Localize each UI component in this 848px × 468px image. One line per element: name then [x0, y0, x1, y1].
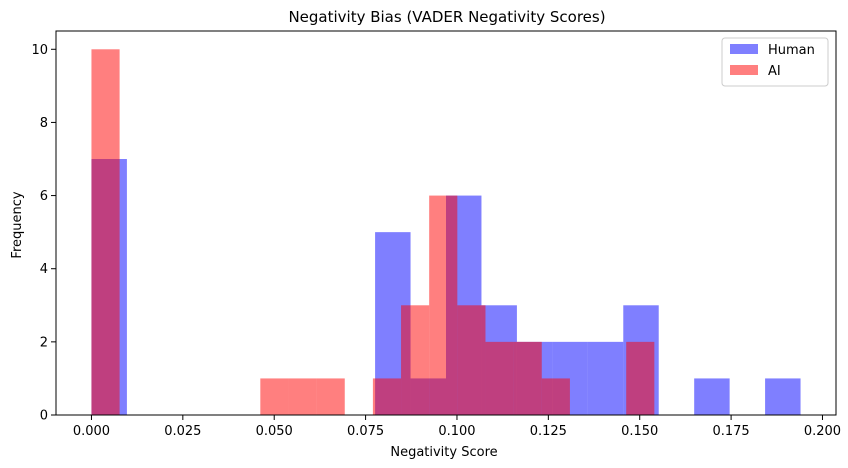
x-tick-label: 0.025 — [164, 424, 201, 439]
x-axis-title: Negativity Score — [390, 445, 497, 460]
x-tick-label: 0.100 — [438, 424, 475, 439]
bar-human-14 — [587, 341, 624, 415]
x-tick-label: 0.150 — [621, 424, 658, 439]
y-axis-title: Frequency — [10, 191, 25, 258]
x-tick-label: 0.000 — [73, 424, 110, 439]
chart-title: Negativity Bias (VADER Negativity Scores… — [288, 8, 605, 26]
x-tick-label: 0.200 — [804, 424, 841, 439]
bar-human-19 — [765, 378, 801, 415]
axes-group: 0.000 0.025 0.050 0.075 0.100 0.125 0.150 0.175… — [31, 30, 841, 439]
bar-human-17 — [694, 378, 730, 415]
y-tick-label: 6 — [40, 189, 48, 204]
bar-ai-14 — [485, 341, 514, 415]
y-tick-label: 4 — [40, 262, 48, 277]
bar-ai-16 — [541, 378, 570, 415]
x-tick-label: 0.050 — [256, 424, 293, 439]
plot-frame — [55, 30, 837, 416]
bar-ai-11 — [401, 305, 430, 415]
bar-ai-15 — [513, 341, 542, 415]
bar-ai-0 — [91, 49, 120, 416]
bar-ai-7 — [288, 378, 317, 415]
bar-ai-10 — [372, 378, 402, 415]
y-tick-label: 8 — [40, 116, 48, 131]
y-tick-label: 10 — [31, 43, 48, 58]
bar-ai-13 — [457, 305, 486, 415]
x-tick-label: 0.075 — [347, 424, 384, 439]
bar-ai-19 — [626, 341, 655, 415]
bar-ai-8 — [316, 378, 345, 415]
bars-group — [91, 49, 801, 416]
y-tick-label: 0 — [40, 409, 48, 424]
x-tick-label: 0.125 — [530, 424, 567, 439]
legend-swatch-ai — [730, 65, 758, 75]
bar-ai-12 — [429, 195, 458, 415]
legend: Human AI — [721, 37, 829, 87]
legend-swatch-human — [730, 44, 758, 54]
y-tick-label: 2 — [40, 335, 48, 350]
x-tick-label: 0.175 — [712, 424, 749, 439]
legend-label-ai: AI — [768, 64, 781, 79]
bar-ai-6 — [260, 378, 289, 415]
legend-label-human: Human — [768, 43, 815, 58]
